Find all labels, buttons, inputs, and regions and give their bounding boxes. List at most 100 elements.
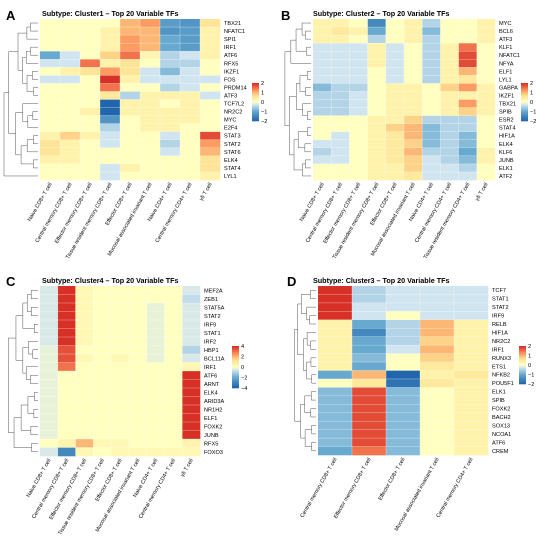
- heatmap-cell: [146, 320, 165, 329]
- heatmap-cell: [93, 447, 112, 457]
- heatmap-cell: [454, 345, 489, 354]
- heatmap-cell: [80, 163, 101, 173]
- colorbar-segment: [521, 119, 528, 121]
- row-label: TCF7: [492, 288, 506, 294]
- colorbar-tick-label: −4: [241, 386, 247, 392]
- colorbar-segment: [252, 111, 259, 113]
- heatmap-cell: [200, 99, 221, 108]
- heatmap-cell: [476, 59, 496, 68]
- heatmap-cell: [422, 131, 441, 141]
- heatmap-cell: [404, 75, 423, 84]
- heatmap-cell: [100, 59, 121, 68]
- heatmap-cell: [454, 395, 489, 405]
- heatmap-cell: [75, 422, 94, 431]
- heatmap-cell: [120, 171, 141, 181]
- heatmap-cell: [386, 378, 421, 388]
- colorbar: 4 2 0 −2 −4: [232, 344, 247, 392]
- heatmap-cell: [440, 123, 459, 132]
- heatmap-cell: [40, 286, 59, 295]
- heatmap-cell: [367, 19, 387, 28]
- dendrogram-branch: [27, 396, 35, 414]
- column-label: Central memory CD8+ T cell: [35, 182, 74, 244]
- heatmap-cell: [128, 447, 147, 457]
- heatmap-cell: [367, 155, 387, 165]
- colorbar-segment: [521, 104, 528, 107]
- colorbar-segment: [519, 377, 526, 379]
- colorbar-tick-label: −2: [261, 119, 267, 125]
- colorbar-segment: [521, 95, 528, 97]
- heatmap-cell: [440, 91, 459, 100]
- dendrogram-branch: [310, 340, 316, 350]
- heatmap-cell: [454, 404, 489, 414]
- heatmap-cell: [200, 123, 221, 132]
- heatmap-cell: [60, 35, 81, 44]
- heatmap-cell: [75, 447, 94, 457]
- dendrogram-branch: [15, 112, 23, 156]
- heatmap-cell: [160, 115, 181, 124]
- dendrogram-branch: [33, 135, 38, 145]
- heatmap-cell: [111, 286, 130, 295]
- colorbar-tick-label: 2: [241, 355, 244, 361]
- heatmap-cell: [331, 99, 350, 108]
- heatmap-cell: [331, 19, 350, 28]
- colorbar-segment: [252, 94, 259, 96]
- heatmap-cell: [180, 155, 201, 165]
- heatmap-cell: [476, 67, 496, 76]
- heatmap-cell: [111, 362, 130, 372]
- heatmap-cell: [40, 139, 61, 149]
- colorbar-segment: [519, 354, 526, 356]
- heatmap-cell: [180, 163, 201, 173]
- heatmap-cell: [100, 51, 121, 60]
- heatmap-cell: [57, 388, 76, 397]
- heatmap-cell: [100, 75, 121, 84]
- heatmap-cell: [404, 131, 423, 141]
- heatmap-cell: [313, 163, 332, 173]
- heatmap-cell: [385, 51, 405, 60]
- heatmap-cell: [60, 115, 81, 124]
- heatmap-cell: [140, 35, 161, 44]
- heatmap-cell: [93, 345, 112, 355]
- colorbar-segment: [521, 97, 528, 99]
- heatmap-cell: [40, 328, 59, 338]
- heatmap-cell: [93, 439, 112, 448]
- heatmap-cell: [93, 422, 112, 431]
- dendrogram-branch: [306, 71, 311, 80]
- dendrogram-branch: [13, 417, 32, 448]
- heatmap-cell: [75, 354, 94, 363]
- heatmap-cell: [182, 320, 201, 329]
- dendrogram-branch: [8, 51, 19, 134]
- colorbar-segment: [521, 103, 528, 106]
- colorbar-segment: [521, 102, 528, 104]
- heatmap-cell: [120, 155, 141, 165]
- heatmap-cell: [349, 91, 368, 100]
- heatmap-cell: [422, 163, 441, 173]
- heatmap-cell: [331, 43, 350, 52]
- heatmap-cell: [422, 43, 441, 52]
- dendrogram-branch: [309, 315, 316, 325]
- colorbar-segment: [232, 370, 239, 372]
- heatmap-cell: [146, 328, 165, 338]
- heatmap-cell: [40, 131, 61, 141]
- row-label: ELK1: [492, 390, 506, 396]
- colorbar-segment: [232, 360, 239, 363]
- heatmap-cell: [120, 123, 141, 132]
- colorbar-segment: [519, 367, 526, 370]
- colorbar-segment: [252, 92, 259, 94]
- colorbar-segment: [252, 112, 259, 114]
- heatmap-cell: [146, 430, 165, 440]
- heatmap-cell: [458, 107, 478, 116]
- colorbar-tick-label: 2: [530, 81, 533, 87]
- heatmap-cell: [349, 59, 368, 68]
- heatmap-cell: [164, 439, 183, 448]
- heatmap-cell: [180, 35, 201, 44]
- heatmap-cell: [93, 320, 112, 329]
- row-label: HIF1A: [499, 134, 515, 140]
- heatmap-cell: [93, 430, 112, 440]
- colorbar-segment: [519, 372, 526, 374]
- heatmap-cell: [422, 67, 441, 76]
- heatmap-cell: [57, 345, 76, 355]
- heatmap-cell: [182, 371, 201, 380]
- heatmap-cell: [128, 379, 147, 389]
- colorbar-segment: [232, 378, 239, 380]
- heatmap-cell: [422, 75, 441, 84]
